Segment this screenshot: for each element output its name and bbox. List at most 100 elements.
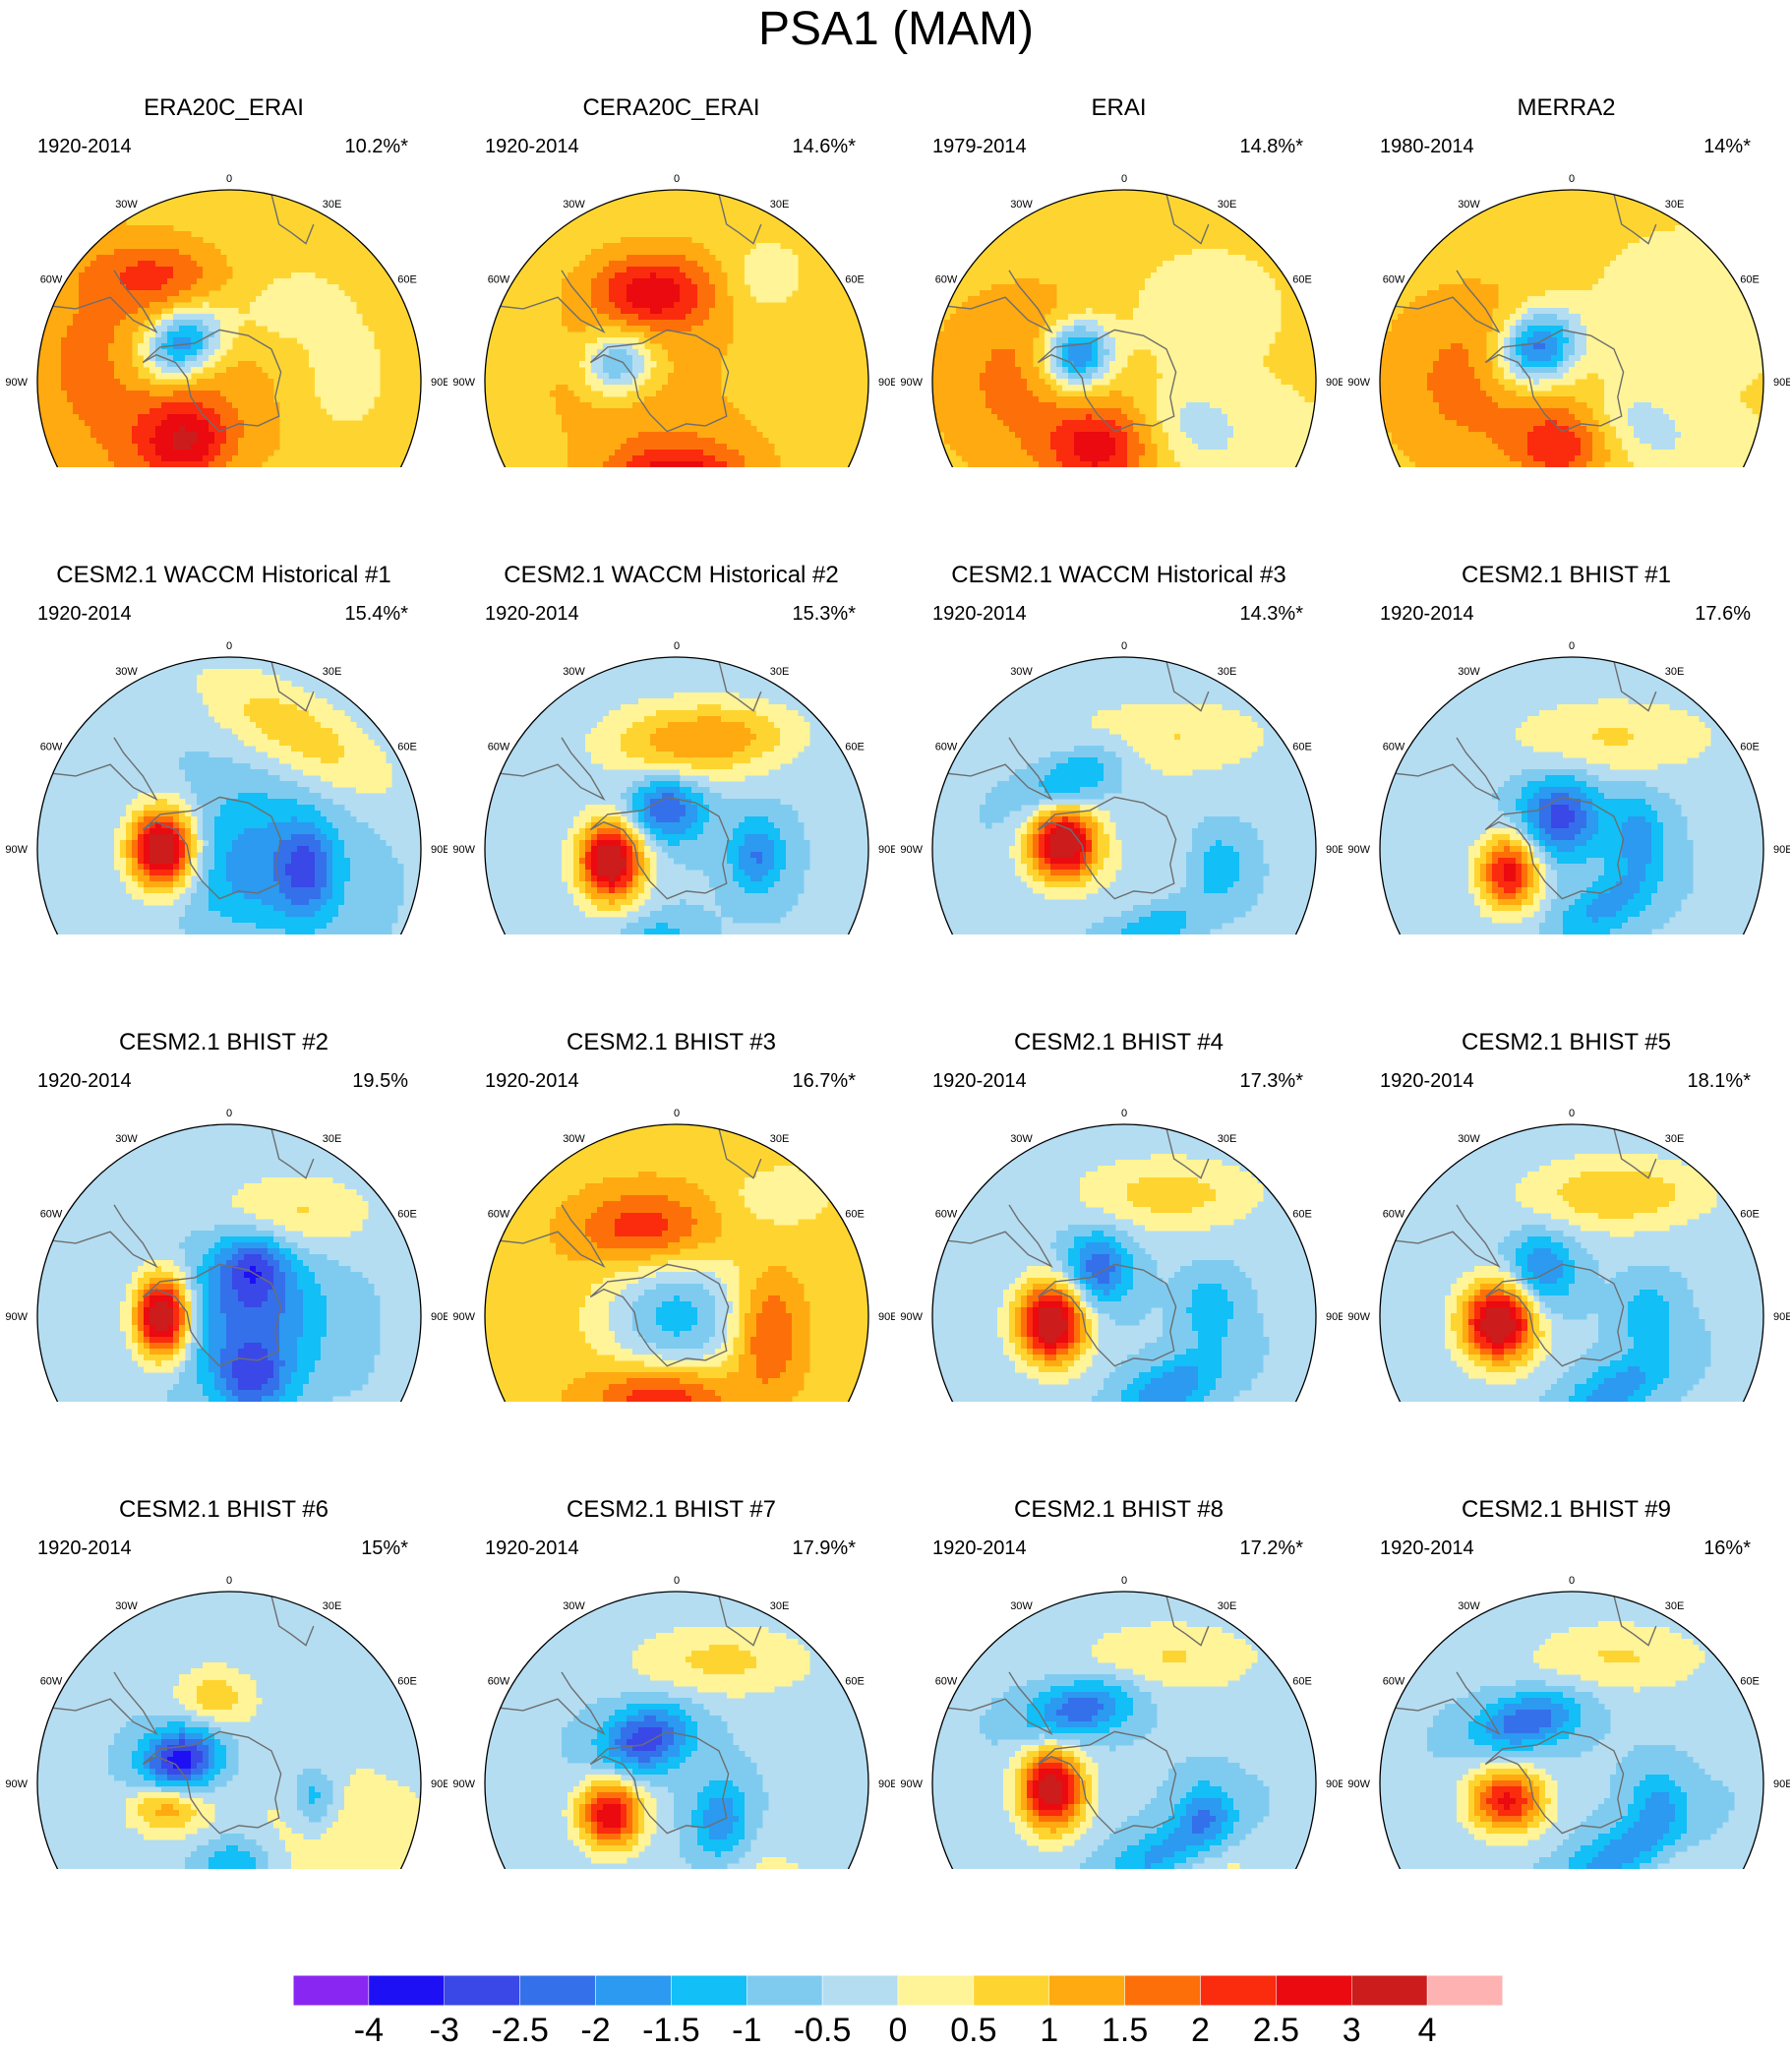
polar-map: 030E60E90E120E150E180150W120W90W60W30W — [1347, 1575, 1790, 1869]
panel-years: 1920-2014 — [932, 1536, 1027, 1560]
colorbar-swatch — [1276, 1974, 1352, 2007]
panel-title: CESM2.1 WACCM Historical #2 — [448, 562, 895, 589]
panel-variance-pct: 15.3%* — [793, 602, 857, 626]
longitude-label: 90W — [452, 844, 475, 856]
polar-map: 030E60E90E120E150E180150W120W90W60W30W — [452, 173, 895, 467]
panel-variance-pct: 19.5% — [352, 1069, 408, 1093]
map-panel: 030E60E90E120E150E180150W120W90W60W30W CE… — [895, 1402, 1343, 1869]
longitude-label: 30E — [1665, 666, 1685, 678]
longitude-label: 60E — [1292, 742, 1312, 753]
panel-variance-pct: 16%* — [1703, 1536, 1751, 1560]
longitude-label: 0 — [1569, 173, 1575, 185]
longitude-label: 60E — [845, 1209, 865, 1221]
colorbar-swatch — [973, 1974, 1049, 2007]
longitude-label: 60W — [935, 1676, 958, 1688]
colorbar-label: -1.5 — [642, 2012, 700, 2048]
longitude-label: 30W — [1010, 199, 1033, 211]
longitude-label: 30E — [323, 1133, 342, 1145]
longitude-label: 30W — [1010, 1133, 1033, 1145]
longitude-label: 60E — [1740, 1676, 1760, 1688]
anomaly-field — [485, 1124, 868, 1402]
longitude-label: 60E — [1740, 274, 1760, 286]
longitude-label: 90W — [452, 377, 475, 389]
longitude-label: 90E — [1773, 844, 1790, 856]
panel-years: 1920-2014 — [485, 1069, 579, 1093]
longitude-label: 0 — [1569, 1575, 1575, 1587]
panel-variance-pct: 18.1%* — [1688, 1069, 1752, 1093]
anomaly-field — [37, 190, 421, 467]
longitude-label: 60W — [40, 742, 63, 753]
longitude-label: 30W — [115, 1600, 138, 1612]
longitude-label: 90W — [1347, 844, 1370, 856]
panel-years: 1920-2014 — [485, 1536, 579, 1560]
longitude-label: 0 — [226, 173, 232, 185]
colorbar-label: 2 — [1191, 2012, 1210, 2048]
longitude-label: 90E — [878, 377, 895, 389]
panel-variance-pct: 14.6%* — [793, 135, 857, 158]
longitude-label: 0 — [1569, 640, 1575, 652]
map-panel: 030E60E90E120E150E180150W120W90W60W30WCE… — [895, 467, 1343, 934]
map-panel: 030E60E90E120E150E180150W120W90W60W30WCE… — [448, 1402, 895, 1869]
panel-variance-pct: 17.9%* — [793, 1536, 857, 1560]
anomaly-field — [932, 1592, 1316, 1869]
polar-map: 030E60E90E120E150E180150W120W90W60W30W — [452, 1108, 895, 1402]
longitude-label: 60W — [935, 742, 958, 753]
map-panel: 030E60E90E120E150E180150W120W90W60W30WER… — [0, 0, 448, 467]
longitude-label: 30W — [563, 1600, 585, 1612]
panel-years: 1920-2014 — [1380, 1536, 1474, 1560]
map-panel: 030E60E90E120E150E180150W120W90W60W30WCE… — [448, 934, 895, 1402]
longitude-label: 0 — [1121, 1575, 1127, 1587]
longitude-label: 30W — [1458, 666, 1480, 678]
longitude-label: 60E — [397, 1676, 417, 1688]
colorbar-label: -1 — [732, 2012, 761, 2048]
longitude-label: 30E — [1218, 1133, 1237, 1145]
colorbar-label: 3 — [1343, 2012, 1361, 2048]
map-panel: 030E60E90E120E150E180150W120W90W60W30WCE… — [0, 467, 448, 934]
colorbar-label: -0.5 — [794, 2012, 852, 2048]
map-panel: 030E60E90E120E150E180150W120W90W60W30WME… — [1343, 0, 1790, 467]
map-panel: 030E60E90E120E150E180150W120W90W60W30WCE… — [448, 0, 895, 467]
longitude-label: 60W — [488, 274, 510, 286]
panel-years: 1920-2014 — [485, 602, 579, 626]
panel-title: CESM2.1 BHIST #8 — [895, 1496, 1343, 1524]
longitude-label: 90E — [1326, 377, 1343, 389]
longitude-label: 30E — [1218, 666, 1237, 678]
anomaly-field — [485, 657, 868, 934]
longitude-label: 90E — [1326, 844, 1343, 856]
anomaly-field — [37, 657, 421, 934]
anomaly-field — [485, 1592, 868, 1869]
longitude-label: 30E — [770, 1133, 790, 1145]
longitude-label: 30W — [1458, 1600, 1480, 1612]
colorbar-swatch — [519, 1974, 596, 2007]
panel-years: 1979-2014 — [932, 135, 1027, 158]
anomaly-field — [37, 1124, 421, 1402]
longitude-label: 0 — [1569, 1108, 1575, 1119]
longitude-label: 60W — [488, 1676, 510, 1688]
map-panel: 030E60E90E120E150E180150W120W90W60W30WCE… — [895, 934, 1343, 1402]
longitude-label: 30E — [770, 666, 790, 678]
panel-variance-pct: 17.3%* — [1240, 1069, 1304, 1093]
longitude-label: 90W — [900, 377, 923, 389]
colorbar-label: -2.5 — [491, 2012, 549, 2048]
longitude-label: 30E — [1665, 1133, 1685, 1145]
colorbar-label: 1 — [1040, 2012, 1058, 2048]
panel-title: CESM2.1 WACCM Historical #3 — [895, 562, 1343, 589]
longitude-label: 60E — [397, 1209, 417, 1221]
longitude-label: 30E — [323, 666, 342, 678]
panel-title: ERAI — [895, 94, 1343, 122]
polar-map: 030E60E90E120E150E180150W120W90W60W30W — [900, 1575, 1343, 1869]
colorbar-swatch — [292, 1974, 370, 2007]
anomaly-field — [485, 190, 868, 467]
longitude-label: 60E — [845, 274, 865, 286]
colorbar-label: -2 — [580, 2012, 610, 2048]
panel-years: 1920-2014 — [37, 135, 132, 158]
colorbar-swatch — [1048, 1974, 1125, 2007]
longitude-label: 30W — [1010, 666, 1033, 678]
panel-variance-pct: 14.3%* — [1240, 602, 1304, 626]
longitude-label: 30W — [115, 1133, 138, 1145]
longitude-label: 90E — [431, 1311, 448, 1323]
map-panel: 030E60E90E120E150E180150W120W90W60W30WCE… — [0, 934, 448, 1402]
longitude-label: 60W — [1383, 274, 1405, 286]
panel-years: 1980-2014 — [1380, 135, 1474, 158]
longitude-label: 30E — [770, 199, 790, 211]
